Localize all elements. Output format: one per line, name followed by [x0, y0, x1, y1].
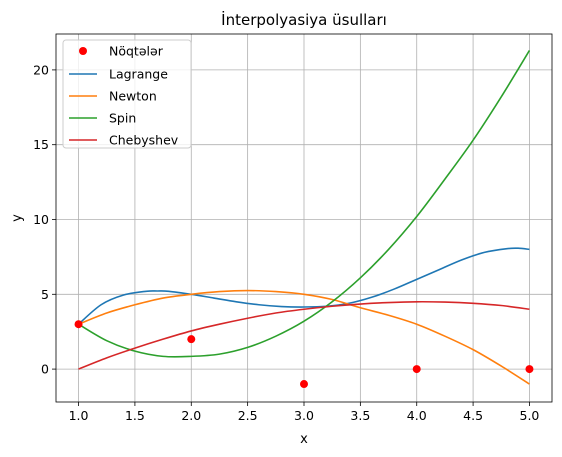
y-tick-label: 20: [33, 62, 49, 77]
data-point: [74, 320, 83, 329]
legend-marker-points: [79, 47, 87, 55]
series-line-chebyshev: [78, 300, 530, 370]
data-point: [187, 335, 196, 344]
legend-label: Nöqtələr: [109, 44, 164, 59]
legend-label: Newton: [109, 89, 157, 104]
legend-label: Spin: [109, 111, 136, 126]
legend-box: [62, 39, 192, 149]
x-tick-label: 3.0: [294, 408, 314, 423]
series-layer: [78, 50, 531, 385]
x-tick-label: 4.5: [463, 408, 483, 423]
y-axis-ticks: 0 5 10 15 20: [33, 62, 56, 377]
y-axis-label: y: [10, 214, 25, 222]
legend-label: Lagrange: [109, 67, 168, 82]
y-tick-label: 15: [33, 137, 49, 152]
series-line-spin: [78, 50, 531, 358]
x-tick-label: 5.0: [520, 408, 540, 423]
x-tick-label: 4.0: [407, 408, 427, 423]
data-point: [525, 365, 534, 374]
x-tick-label: 3.5: [350, 408, 370, 423]
legend-label: Chebyshev: [109, 133, 179, 148]
series-line-lagrange: [78, 247, 530, 325]
x-tick-label: 1.0: [69, 408, 89, 423]
chart-title: İnterpolyasiya üsulları: [221, 10, 387, 29]
x-axis-ticks: 1.0 1.5 2.0 2.5 3.0 3.5 4.0 4.5 5.0: [69, 402, 540, 423]
x-axis-label: x: [300, 432, 308, 447]
legend: Nöqtələr Lagrange Newton Spin Chebyshev: [62, 39, 192, 149]
data-point: [412, 365, 421, 374]
data-point: [300, 380, 308, 389]
x-tick-label: 2.5: [238, 408, 258, 423]
y-tick-label: 10: [33, 212, 49, 227]
y-tick-label: 5: [41, 287, 49, 302]
points-layer: [74, 320, 534, 389]
x-tick-label: 1.5: [125, 408, 145, 423]
x-tick-label: 2.0: [181, 408, 201, 423]
series-line-newton: [78, 289, 530, 385]
y-tick-label: 0: [41, 362, 49, 377]
